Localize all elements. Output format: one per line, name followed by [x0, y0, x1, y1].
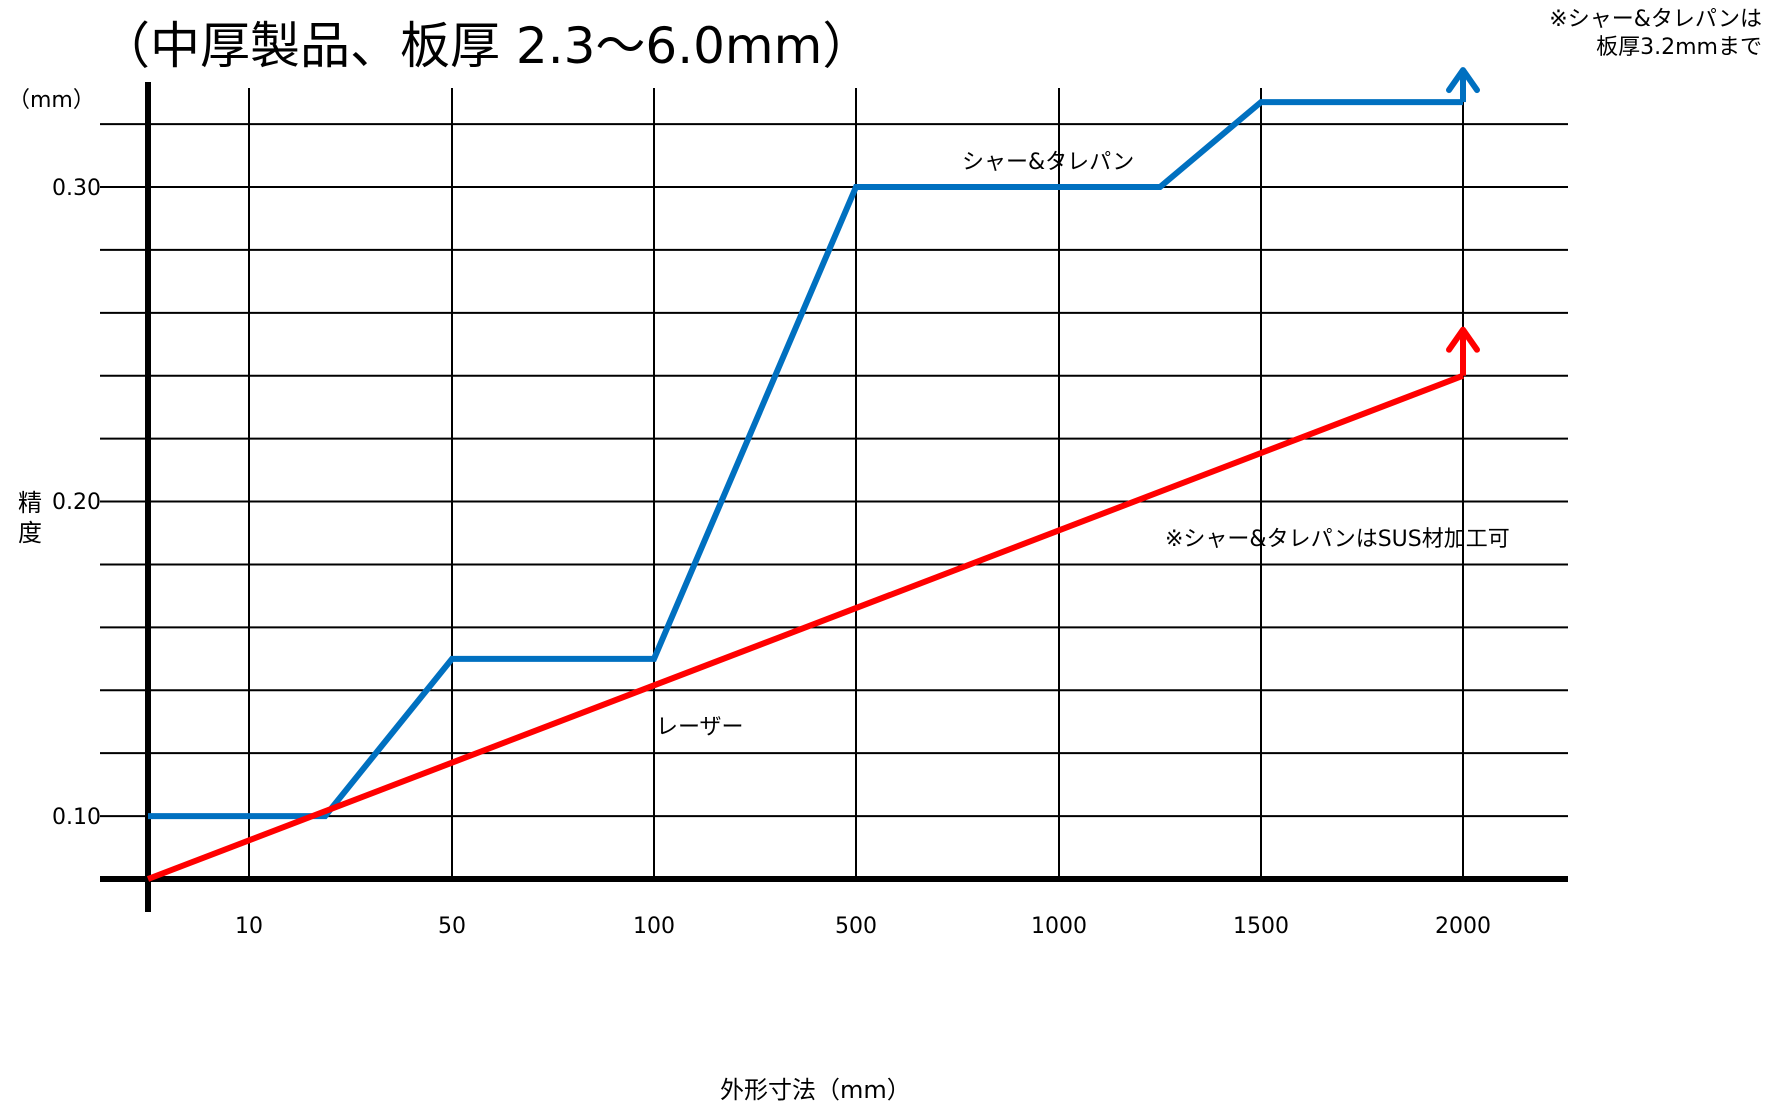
shear-series-label: シャー&タレパン	[962, 150, 1135, 175]
note-top: ※シャー&タレパンは 板厚3.2mmまで	[1549, 6, 1762, 62]
x-tick-label: 50	[438, 914, 466, 939]
note-top-line-2: 板厚3.2mmまで	[1596, 35, 1762, 60]
y-tick-label: 0.30	[52, 176, 101, 201]
y-tick-label: 0.10	[52, 805, 101, 830]
x-tick-label: 2000	[1435, 914, 1491, 939]
x-tick-label: 1500	[1233, 914, 1289, 939]
x-tick-label: 10	[235, 914, 263, 939]
x-tick-label: 1000	[1031, 914, 1087, 939]
laser-series-label: レーザー	[656, 715, 744, 740]
y-tick-label: 0.20	[52, 490, 101, 515]
y-axis-unit: （mm）	[8, 88, 95, 113]
x-axis-label: 外形寸法（mm）	[720, 1076, 911, 1104]
sus-note: ※シャー&タレパンはSUS材加工可	[1165, 527, 1510, 552]
end-arrow-head	[1446, 67, 1480, 94]
x-tick-label: 500	[835, 914, 877, 939]
laser-series-line	[146, 372, 1465, 882]
x-tick-label: 100	[633, 914, 675, 939]
note-top-line-1: ※シャー&タレパンは	[1549, 7, 1762, 32]
end-arrow-head	[1446, 326, 1480, 353]
chart-title: （中厚製品、板厚 2.3〜6.0mm）	[100, 17, 873, 75]
y-axis-label: 精度	[18, 489, 42, 547]
shear-series-line	[148, 99, 1463, 820]
